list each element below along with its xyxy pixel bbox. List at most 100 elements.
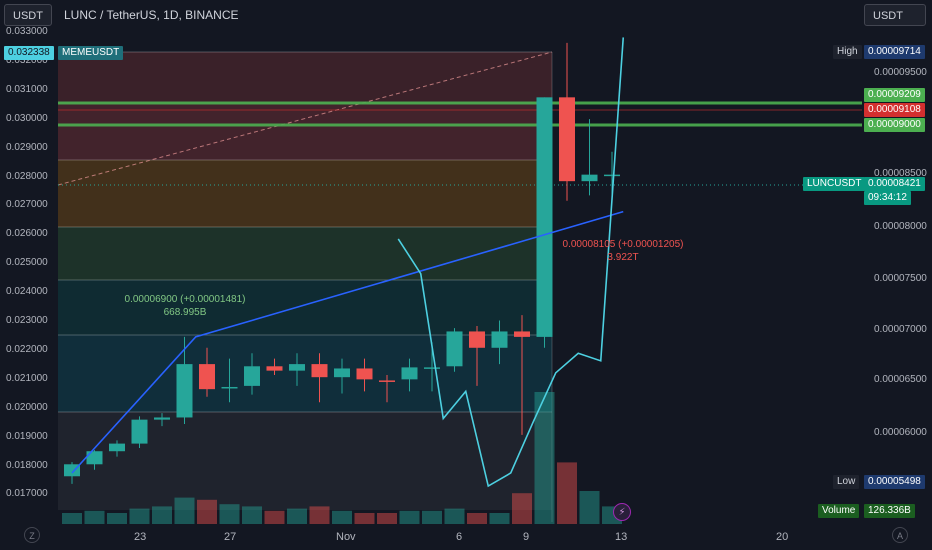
volume-bar (107, 513, 127, 524)
right-measure-price: 0.00008105 (+0.00001205) (562, 239, 684, 250)
left-axis-tick: 0.025000 (6, 257, 48, 269)
top-toolbar: USDT LUNC / TetherUS, 1D, BINANCE USDT (0, 0, 932, 30)
countdown-tag: 09:34:12 (864, 191, 911, 205)
left-axis-tick: 0.033000 (6, 26, 48, 37)
volume-bar (129, 508, 150, 524)
left-measure-annotation: 0.00006900 (+0.00001481) 668.995B (110, 293, 260, 319)
volume-bar (444, 508, 465, 524)
candle (154, 413, 170, 427)
candle-body (131, 419, 148, 444)
left-axis-tick: 0.028000 (6, 170, 48, 182)
fib-zone-0 (58, 52, 552, 103)
volume-bar (62, 513, 82, 524)
left-axis-tick: 0.031000 (6, 83, 48, 95)
left-axis-tick: 0.026000 (6, 228, 48, 240)
fib-zone-5 (58, 335, 552, 412)
candle (446, 328, 463, 372)
candle-body (244, 366, 260, 386)
volume-label: Volume (818, 504, 860, 518)
lightning-icon[interactable]: ⚡ (613, 503, 631, 521)
fib-zone-1 (58, 103, 552, 160)
volume-bar (557, 462, 577, 524)
zoom-button[interactable]: Z (24, 527, 40, 543)
volume-value: 126.336B (864, 504, 915, 518)
right-measure-annotation: 0.00008105 (+0.00001205) 3.922T (548, 238, 698, 264)
candle-body (109, 443, 125, 452)
candle (401, 358, 418, 392)
candle-body (604, 174, 620, 177)
volume-bar (399, 510, 420, 524)
left-axis-tick: 0.024000 (6, 286, 48, 298)
volume-bar (264, 510, 285, 524)
candle (581, 119, 598, 196)
left-axis-tick: 0.019000 (6, 430, 48, 442)
fib-zone-3 (58, 227, 552, 280)
price-levels (58, 101, 862, 186)
candle-body (424, 367, 440, 369)
volume-bar (489, 513, 510, 524)
candle (559, 42, 575, 201)
left-axis-tick: 0.017000 (6, 488, 48, 500)
volume-bar (467, 513, 487, 524)
candle-body (491, 331, 508, 348)
candle (244, 353, 260, 395)
volume-bar (287, 508, 307, 524)
fib-zone-2 (58, 160, 552, 227)
candle (199, 347, 215, 397)
candle-body (514, 331, 530, 337)
right-measure-volume: 3.922T (607, 252, 639, 263)
time-axis-tick: 13 (615, 531, 628, 543)
right-axis-tick: 0.00008500 (874, 168, 927, 179)
compare-symbol-tag[interactable]: MEMEUSDT (58, 46, 124, 60)
left-axis-tick: 0.032000 (6, 54, 48, 66)
right-currency-button[interactable]: USDT (864, 4, 926, 26)
candle-body (199, 364, 215, 390)
volume-bar (152, 506, 172, 524)
candle (469, 326, 485, 386)
candle (109, 440, 125, 457)
left-axis-tick: 0.020000 (6, 401, 48, 413)
candle (536, 97, 553, 348)
last-price-tag: 0.00008421 (864, 177, 925, 191)
low-value: 0.00005498 (864, 475, 925, 489)
right-axis-tick: 0.00009500 (874, 67, 927, 78)
left-axis-tick: 0.030000 (6, 112, 48, 124)
high-value: 0.00009714 (864, 45, 925, 59)
candle-body (334, 368, 350, 378)
left-currency-button[interactable]: USDT (4, 4, 52, 26)
volume-bar (377, 513, 397, 524)
fib-zone-4 (58, 280, 552, 335)
left-axis-tick: 0.022000 (6, 343, 48, 355)
low-label: Low (833, 475, 860, 489)
right-axis-tick: 0.00006000 (874, 427, 927, 438)
volume-bar (174, 497, 195, 524)
time-axis-tick: 23 (134, 531, 147, 543)
time-axis-tick: 6 (456, 531, 463, 543)
right-axis-tick: 0.00006500 (874, 374, 927, 385)
time-axis-tick: 9 (523, 531, 530, 543)
left-axis-tick: 0.023000 (6, 315, 48, 326)
left-measure-volume: 668.995B (163, 307, 207, 318)
volume-bar (84, 510, 105, 524)
overlay-lines (71, 37, 625, 488)
candle-body (86, 451, 103, 465)
candle (176, 336, 193, 424)
candle-body (64, 464, 80, 477)
symbol-tag[interactable]: LUNCUSDT (803, 177, 866, 191)
auto-scale-button[interactable]: A (892, 527, 908, 543)
volume-bar (422, 510, 442, 524)
volume-bars (62, 392, 622, 524)
candle (289, 353, 305, 386)
candles (64, 42, 620, 484)
volume-bar (579, 491, 600, 524)
candle-body (401, 367, 418, 380)
level-value-1: 0.00009209 (864, 88, 925, 102)
level-value-3: 0.00009000 (864, 118, 925, 132)
volume-bar (309, 506, 330, 524)
candle-body (536, 97, 553, 337)
left-axis-tick: 0.021000 (6, 372, 48, 384)
compare-series-line (397, 37, 625, 488)
candle-body (154, 417, 170, 420)
candle-body (581, 174, 598, 182)
